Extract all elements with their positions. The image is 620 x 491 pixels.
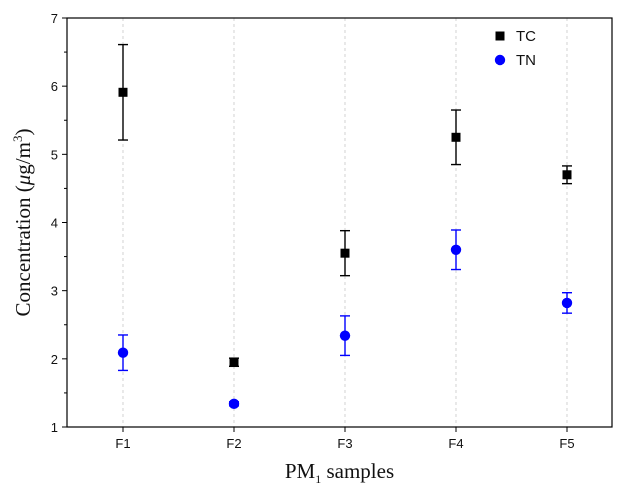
x-tick-label-f3: F3 [337, 436, 352, 451]
y-tick-label-5: 5 [51, 147, 58, 162]
x-tick-label-f5: F5 [559, 436, 574, 451]
legend-marker-tn [494, 54, 506, 66]
legend-marker-tc [495, 31, 505, 41]
tn-marker [561, 297, 573, 309]
legend-label-tc: TC [516, 28, 536, 45]
tc-point-f2 [229, 357, 239, 368]
x-axis-title: PM1 samples [285, 459, 394, 486]
y-tick-label-6: 6 [51, 79, 58, 94]
y-axis: 1 2 3 4 5 6 7 [51, 11, 67, 435]
tn-point-f4 [450, 229, 462, 271]
tn-marker [450, 244, 462, 255]
tc-point-f5 [562, 165, 572, 185]
tn-point-f3 [339, 315, 351, 357]
y-tick-label-3: 3 [51, 284, 58, 299]
tc-point-f3 [340, 229, 350, 277]
y-axis-title: Concentration (μg/m3) [10, 129, 35, 317]
y-tick-label-4: 4 [51, 216, 58, 231]
grid-lines [122, 18, 568, 427]
tc-marker [562, 170, 572, 180]
tn-point-f5 [561, 292, 573, 314]
tc-marker [229, 357, 239, 367]
tn-point-f2 [228, 398, 240, 410]
x-axis: F1 F2 F3 F4 F5 [115, 427, 575, 451]
x-tick-label-f4: F4 [448, 436, 463, 451]
tc-point-f1 [118, 43, 128, 141]
tc-marker [118, 87, 128, 97]
legend: TC TN [494, 28, 536, 69]
x-tick-label-f2: F2 [226, 436, 241, 451]
data-series [117, 43, 573, 410]
y-tick-label-7: 7 [51, 11, 58, 26]
x-tick-label-f1: F1 [115, 436, 130, 451]
y-tick-label-1: 1 [51, 420, 58, 435]
tc-marker [451, 132, 461, 142]
tn-point-f1 [117, 334, 129, 372]
tn-marker [339, 330, 351, 341]
y-tick-label-2: 2 [51, 352, 58, 367]
tc-marker [340, 248, 350, 258]
tn-marker [117, 347, 129, 358]
tn-marker [228, 398, 240, 410]
plot-frame [66, 17, 613, 428]
tc-point-f4 [451, 109, 461, 166]
legend-label-tn: TN [516, 52, 536, 69]
